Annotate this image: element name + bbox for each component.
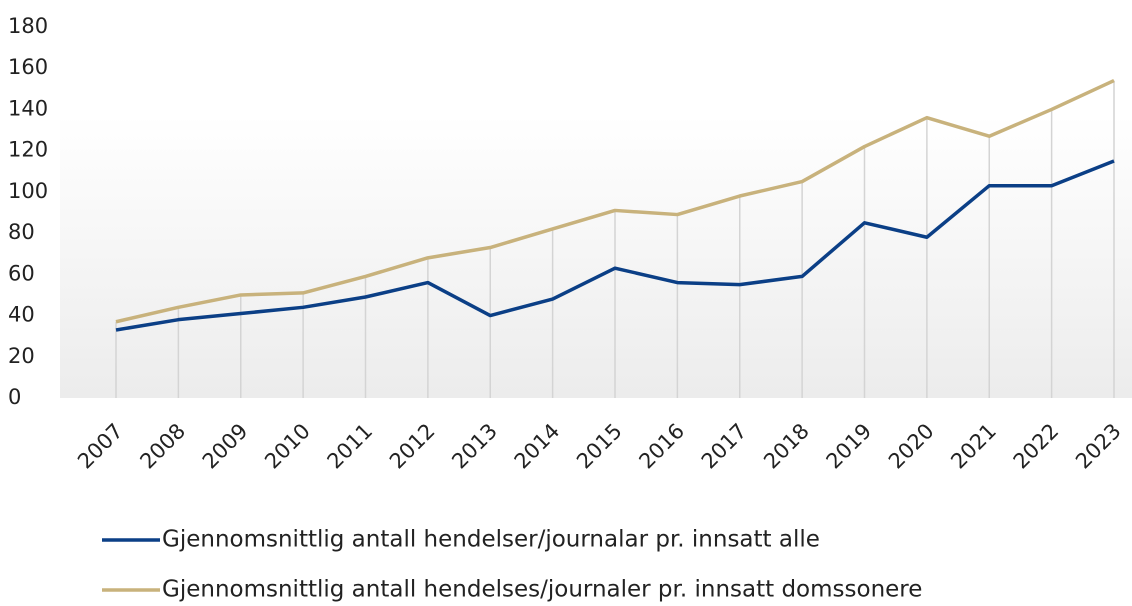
y-tick-label: 80 [8,220,35,244]
x-tick-label: 2016 [634,419,689,474]
y-tick-label: 100 [8,179,48,203]
x-tick-label: 2018 [759,419,814,474]
y-tick-label: 60 [8,261,35,285]
x-tick-label: 2010 [260,419,315,474]
x-tick-label: 2015 [572,419,627,474]
x-tick-label: 2012 [385,419,440,474]
series-line [115,79,1115,324]
x-tick-label: 2017 [697,419,752,474]
series-line [115,159,1115,332]
x-tick-label: 2014 [510,419,565,474]
x-tick-label: 2008 [135,419,190,474]
x-tick-label: 2019 [822,419,877,474]
x-tick-label: 2021 [946,419,1001,474]
x-tick-label: 2020 [884,419,939,474]
x-tick-label: 2022 [1009,419,1064,474]
x-tick-label: 2007 [73,419,128,474]
y-tick-label: 180 [8,14,48,38]
x-tick-label: 2011 [323,419,378,474]
x-tick-label: 2023 [1071,419,1126,474]
y-tick-label: 160 [8,55,48,79]
y-tick-label: 120 [8,138,48,162]
legend-label: Gjennomsnittlig antall hendelses/journal… [162,577,922,603]
y-tick-label: 20 [8,344,35,368]
x-tick-label: 2009 [198,419,253,474]
x-tick-label: 2013 [447,419,502,474]
y-tick-label: 40 [8,303,35,327]
y-tick-label: 140 [8,96,48,120]
y-tick-label: 0 [8,385,21,409]
plot-background [60,115,1132,398]
legend-label: Gjennomsnittlig antall hendelser/journal… [162,527,820,553]
